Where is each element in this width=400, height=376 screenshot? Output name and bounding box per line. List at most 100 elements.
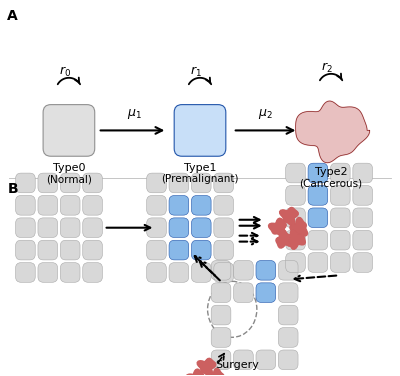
FancyBboxPatch shape xyxy=(282,309,294,321)
FancyBboxPatch shape xyxy=(148,196,166,214)
Text: $r_1$: $r_1$ xyxy=(190,65,202,79)
FancyBboxPatch shape xyxy=(211,305,231,325)
FancyBboxPatch shape xyxy=(85,220,100,235)
FancyBboxPatch shape xyxy=(17,242,34,258)
FancyBboxPatch shape xyxy=(312,190,324,201)
FancyBboxPatch shape xyxy=(358,168,368,178)
FancyBboxPatch shape xyxy=(86,266,99,279)
FancyBboxPatch shape xyxy=(335,235,345,245)
FancyBboxPatch shape xyxy=(215,354,227,365)
FancyBboxPatch shape xyxy=(310,209,326,226)
Text: $r_2$: $r_2$ xyxy=(321,61,333,75)
FancyBboxPatch shape xyxy=(238,287,249,299)
FancyBboxPatch shape xyxy=(311,256,324,269)
FancyBboxPatch shape xyxy=(260,354,272,365)
FancyBboxPatch shape xyxy=(261,265,271,275)
FancyBboxPatch shape xyxy=(235,262,252,279)
FancyBboxPatch shape xyxy=(217,244,230,257)
FancyBboxPatch shape xyxy=(148,220,165,236)
FancyBboxPatch shape xyxy=(40,264,56,280)
FancyBboxPatch shape xyxy=(280,262,296,279)
FancyBboxPatch shape xyxy=(85,265,100,280)
FancyBboxPatch shape xyxy=(215,265,227,276)
FancyBboxPatch shape xyxy=(192,174,210,192)
FancyBboxPatch shape xyxy=(219,268,228,277)
FancyBboxPatch shape xyxy=(42,177,54,189)
FancyBboxPatch shape xyxy=(194,265,209,280)
FancyBboxPatch shape xyxy=(279,261,297,279)
FancyBboxPatch shape xyxy=(353,186,372,205)
FancyBboxPatch shape xyxy=(330,208,350,227)
FancyBboxPatch shape xyxy=(192,219,210,237)
FancyBboxPatch shape xyxy=(152,200,161,210)
FancyBboxPatch shape xyxy=(62,220,78,236)
FancyBboxPatch shape xyxy=(194,220,209,235)
Polygon shape xyxy=(282,209,296,224)
FancyBboxPatch shape xyxy=(356,167,369,180)
FancyBboxPatch shape xyxy=(214,308,228,323)
FancyBboxPatch shape xyxy=(290,167,301,179)
FancyBboxPatch shape xyxy=(151,267,162,278)
FancyBboxPatch shape xyxy=(149,220,164,235)
FancyBboxPatch shape xyxy=(62,175,78,191)
FancyBboxPatch shape xyxy=(62,242,78,258)
FancyBboxPatch shape xyxy=(18,243,33,258)
FancyBboxPatch shape xyxy=(192,196,210,214)
FancyBboxPatch shape xyxy=(196,177,207,189)
FancyBboxPatch shape xyxy=(289,233,302,247)
Polygon shape xyxy=(290,217,308,236)
FancyBboxPatch shape xyxy=(171,175,187,191)
FancyBboxPatch shape xyxy=(20,200,30,210)
FancyBboxPatch shape xyxy=(49,111,89,150)
FancyBboxPatch shape xyxy=(86,176,99,190)
FancyBboxPatch shape xyxy=(283,332,293,343)
FancyBboxPatch shape xyxy=(215,332,227,343)
FancyBboxPatch shape xyxy=(288,255,303,270)
Text: $\mu_1$: $\mu_1$ xyxy=(127,108,142,121)
FancyBboxPatch shape xyxy=(64,199,77,212)
FancyBboxPatch shape xyxy=(331,209,349,227)
FancyBboxPatch shape xyxy=(310,166,325,180)
FancyBboxPatch shape xyxy=(173,222,185,233)
FancyBboxPatch shape xyxy=(83,173,102,193)
FancyBboxPatch shape xyxy=(216,355,226,365)
FancyBboxPatch shape xyxy=(87,177,98,189)
FancyBboxPatch shape xyxy=(288,166,303,180)
FancyBboxPatch shape xyxy=(84,196,102,214)
FancyBboxPatch shape xyxy=(195,221,208,234)
FancyBboxPatch shape xyxy=(237,286,250,299)
FancyBboxPatch shape xyxy=(211,327,231,347)
FancyBboxPatch shape xyxy=(214,196,234,215)
FancyBboxPatch shape xyxy=(173,177,185,189)
FancyBboxPatch shape xyxy=(172,243,186,258)
FancyBboxPatch shape xyxy=(88,200,98,210)
FancyBboxPatch shape xyxy=(64,266,77,279)
FancyBboxPatch shape xyxy=(330,230,350,250)
Polygon shape xyxy=(272,222,283,233)
FancyBboxPatch shape xyxy=(65,200,75,210)
FancyBboxPatch shape xyxy=(149,198,164,213)
FancyBboxPatch shape xyxy=(195,266,208,279)
FancyBboxPatch shape xyxy=(16,218,35,238)
FancyBboxPatch shape xyxy=(308,186,328,205)
FancyBboxPatch shape xyxy=(354,231,372,249)
FancyBboxPatch shape xyxy=(19,221,32,234)
FancyBboxPatch shape xyxy=(18,220,33,235)
FancyBboxPatch shape xyxy=(65,223,75,233)
FancyBboxPatch shape xyxy=(311,167,324,180)
Polygon shape xyxy=(291,233,303,246)
FancyBboxPatch shape xyxy=(313,168,323,178)
FancyBboxPatch shape xyxy=(16,263,35,282)
FancyBboxPatch shape xyxy=(312,257,324,268)
FancyBboxPatch shape xyxy=(216,243,231,258)
Polygon shape xyxy=(284,211,295,222)
FancyBboxPatch shape xyxy=(278,283,298,303)
FancyBboxPatch shape xyxy=(174,223,184,233)
Text: $r_0$: $r_0$ xyxy=(59,65,71,79)
Polygon shape xyxy=(289,230,305,249)
FancyBboxPatch shape xyxy=(280,307,296,323)
FancyBboxPatch shape xyxy=(216,265,226,275)
FancyBboxPatch shape xyxy=(332,165,348,181)
FancyBboxPatch shape xyxy=(39,264,57,282)
FancyBboxPatch shape xyxy=(258,285,273,300)
